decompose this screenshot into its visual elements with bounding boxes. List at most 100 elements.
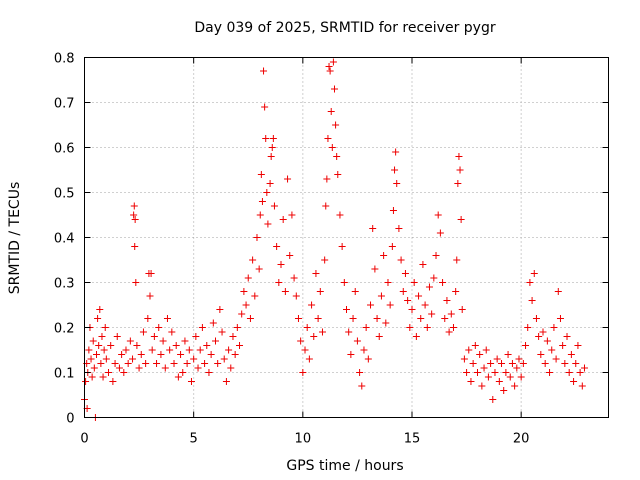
data-point [371,265,379,273]
data-point [458,306,466,313]
data-point [99,373,107,381]
data-point [212,337,219,345]
data-point [249,256,257,264]
data-point [541,360,549,367]
data-point [441,315,449,322]
y-tick-label: 0 [66,412,74,427]
data-point [308,301,316,309]
data-point [425,283,433,291]
data-point [290,274,298,282]
data-point [415,292,423,300]
data-point [161,364,169,372]
data-point [183,360,191,367]
data-point [153,360,161,367]
data-point [391,166,399,174]
data-point [375,333,383,340]
data-point [445,328,453,336]
y-tick-label: 0.4 [54,232,75,247]
data-point [563,333,571,340]
data-point [142,360,150,367]
data-point [111,360,119,367]
data-point [147,270,155,277]
data-point [130,202,138,210]
data-point [526,279,534,286]
data-point [93,351,101,358]
x-tick-label: 10 [295,432,312,447]
data-point [222,378,230,385]
data-point [256,211,264,219]
data-point [281,288,289,295]
data-point [118,351,126,358]
data-point [286,252,294,259]
data-point [107,342,115,349]
data-point [89,337,97,345]
data-point [482,346,490,354]
data-point [85,346,93,354]
data-point [434,211,442,219]
data-point [471,342,479,349]
data-point [236,342,244,349]
data-point [268,144,276,151]
data-point [120,369,128,376]
data-point [360,346,368,354]
data-point [460,355,468,363]
data-point [225,346,233,354]
y-tick-label: 0.8 [54,52,75,67]
data-point [474,369,481,376]
data-point [502,369,510,376]
data-point [543,337,551,345]
data-point [480,364,488,372]
data-point [209,319,217,327]
data-point [130,211,138,219]
data-point [90,364,98,372]
data-point [101,324,109,331]
data-point [109,378,117,385]
data-point [192,333,200,340]
data-point [456,166,464,174]
data-point [316,288,324,295]
data-point [324,135,332,142]
data-point [484,373,492,381]
data-point [530,270,538,277]
data-point [515,355,523,363]
data-point [491,369,499,376]
data-point [137,351,145,358]
data-point [463,369,471,376]
data-point [238,310,246,318]
data-point [455,153,463,160]
data-point [273,243,281,250]
data-point [388,243,396,250]
data-point [546,369,554,376]
data-point [135,364,143,372]
data-point [428,310,436,318]
data-point [421,301,429,309]
data-point [476,351,484,358]
data-point [528,297,536,304]
data-point [277,261,285,268]
data-point [325,63,333,70]
y-tick-label: 0.1 [54,367,75,382]
data-point [129,355,137,363]
data-point [504,351,512,358]
data-point [356,369,364,376]
data-point [303,324,311,331]
x-tick-label: 15 [404,432,421,447]
data-point [157,351,165,358]
data-point [493,355,501,363]
data-point [408,306,416,313]
data-point [345,328,353,336]
data-point [113,333,121,340]
data-point [267,153,275,160]
data-point [554,288,562,295]
data-point [94,315,102,322]
data-point [288,211,296,219]
data-point [196,346,204,354]
data-point [98,333,106,340]
data-point [565,369,573,376]
data-point [436,229,444,237]
data-point [556,315,564,322]
data-point [369,225,377,232]
data-point [262,135,270,142]
y-tick-label: 0.3 [54,277,75,292]
